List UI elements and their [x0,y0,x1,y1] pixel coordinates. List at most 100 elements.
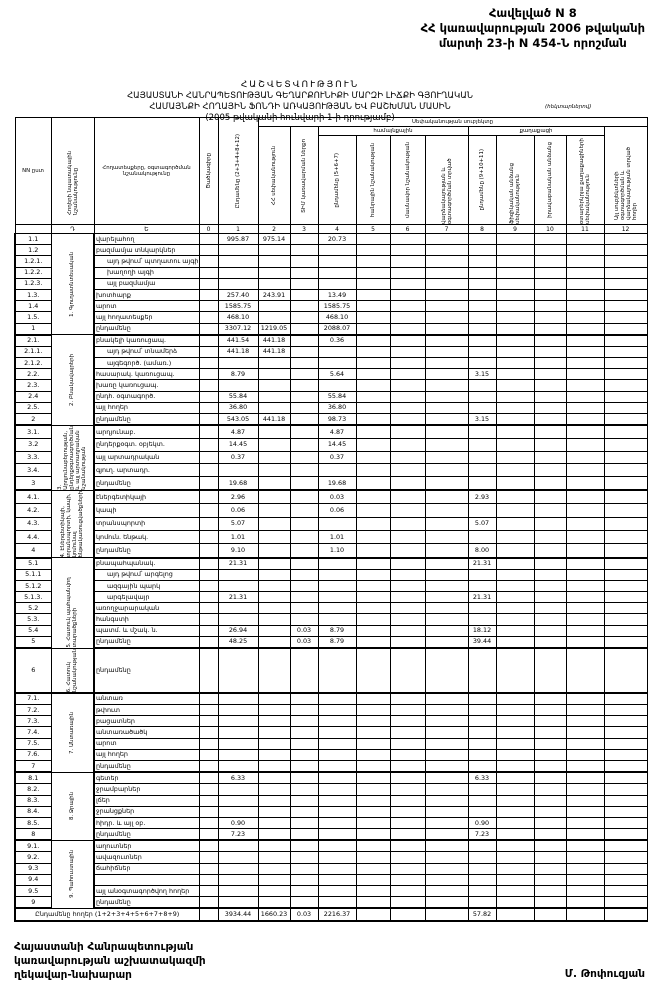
table-row: 3.4. գյուղ. արտադր. [14,463,648,478]
land-type-name: այլ հողատեսքեր [93,311,200,324]
cell-col-9 [495,805,535,818]
header-name: Հողատեսքերը, օգտագործման նշանակությունը [93,117,200,225]
cell-col-10 [533,624,567,637]
cell-col-4: 14.45 [317,437,357,452]
cell-col-6 [389,450,426,465]
cell-col-3 [289,424,319,439]
cell-col-5 [355,748,391,761]
cell-col-10 [533,476,567,492]
table-row: 1.3. խոտհարք 257.40 243.91 13.49 [14,288,648,302]
cell-col-1: 8.79 [217,368,259,381]
cell-col-12 [603,704,648,717]
cell-col-8: 7.23 [467,828,497,842]
cell-col-4: 19.68 [317,476,357,492]
cell-col-7 [424,543,469,559]
cell-col-2 [257,390,291,403]
cell-col-8 [467,794,497,807]
cell-col-5 [355,771,391,785]
table-row: 1.5. այլ հողատեսքեր 468.10 468.10 [14,311,648,324]
table-row: 8.1 8. Ջրային գետեր 6.33 6.33 [14,771,648,841]
cell-col-10 [533,737,567,750]
cell-col-10 [533,311,567,324]
cell-col-0 [198,489,219,505]
header-community-total: ընդամենը (5+6+7) [334,152,340,208]
header-citizen: քաղաքացի [467,126,605,136]
cell-col-3 [289,783,319,796]
cell-col-4 [317,873,357,887]
land-type-name: ընդամենը [93,828,200,842]
cell-col-0 [198,896,219,910]
cell-col-9 [495,885,535,898]
cell-col-6 [389,255,426,268]
cell-col-4 [317,805,357,818]
cell-col-11 [565,437,605,452]
cell-col-0 [198,277,219,290]
cell-col-3 [289,503,319,518]
signatory-title: Հայաստանի Հանրապետության կառավարության ա… [14,940,206,982]
cell-col-9 [495,390,535,403]
cell-col-9 [495,413,535,427]
land-type-name: ընդամենը [93,413,200,427]
land-category: 2. Բնակավայրերի [50,334,95,426]
cell-col-12 [603,244,648,257]
cell-col-11 [565,311,605,324]
cell-col-7 [424,896,469,910]
row-code: 5.1.2 [14,579,52,593]
cell-col-10 [533,839,567,853]
cell-col-3 [289,737,319,750]
cell-col-7 [424,704,469,717]
cell-col-9 [495,244,535,257]
land-type-name: ջրանցքներ [93,805,200,818]
cell-col-1 [217,692,259,706]
land-type-name: այդ թվում՝ արգելոց [93,568,200,581]
cell-col-2 [257,624,291,637]
cell-col-9 [495,896,535,910]
cell-col-0 [198,771,219,785]
table-row: 7.2. թփուտ [14,704,648,717]
land-type-name [93,873,200,887]
total-col-11 [565,907,605,922]
cell-col-8 [467,704,497,717]
cell-col-0 [198,232,219,246]
cell-col-3 [289,322,319,336]
row-code: 2.2. [14,368,52,381]
table-row: 2.1.1. այդ թվում՝ տնամերձ 441.18 441.18 [14,345,648,359]
cell-col-12 [603,345,648,359]
cell-col-6 [389,613,426,626]
cell-col-10 [533,568,567,581]
cell-col-1: 441.54 [217,334,259,347]
cell-col-5 [355,737,391,750]
cell-col-7 [424,255,469,268]
cell-col-5 [355,602,391,615]
header-code: Ծածկագիրը [205,153,212,189]
land-type-name: խոտհարք [93,288,200,302]
cell-col-7 [424,885,469,898]
signatory-line-2: կառավարության աշխատակազմի [14,955,206,967]
cell-col-1: 55.84 [217,390,259,403]
cell-col-8 [467,647,497,694]
total-col-1: 3934.44 [217,907,259,922]
cell-col-9 [495,704,535,717]
cell-col-2 [257,873,291,887]
cell-col-2 [257,602,291,615]
table-row: 5.1 5. Հատուկ պահպանվող տարածքների բնապահպ… [14,557,648,649]
land-category: 3. Արդյունաբերության, ընդերքօգտագործման … [50,424,95,491]
cell-col-0 [198,805,219,818]
cell-col-1: 441.18 [217,345,259,359]
cell-col-3 [289,266,319,279]
cell-col-2 [257,244,291,257]
cell-col-12 [603,413,648,427]
cell-col-7 [424,357,469,370]
cell-col-5 [355,805,391,818]
row-code: 5.1 [14,557,52,570]
cell-col-12 [603,591,648,604]
cell-col-9 [495,613,535,626]
row-code: 7 [14,759,52,774]
cell-col-9 [495,266,535,279]
cell-col-1 [217,255,259,268]
cell-col-1 [217,602,259,615]
row-code: 5 [14,635,52,650]
cell-col-9 [495,463,535,478]
table-row: 4.4. կոմուն. ենթակ. 1.01 1.01 [14,529,648,545]
cell-col-0 [198,828,219,842]
